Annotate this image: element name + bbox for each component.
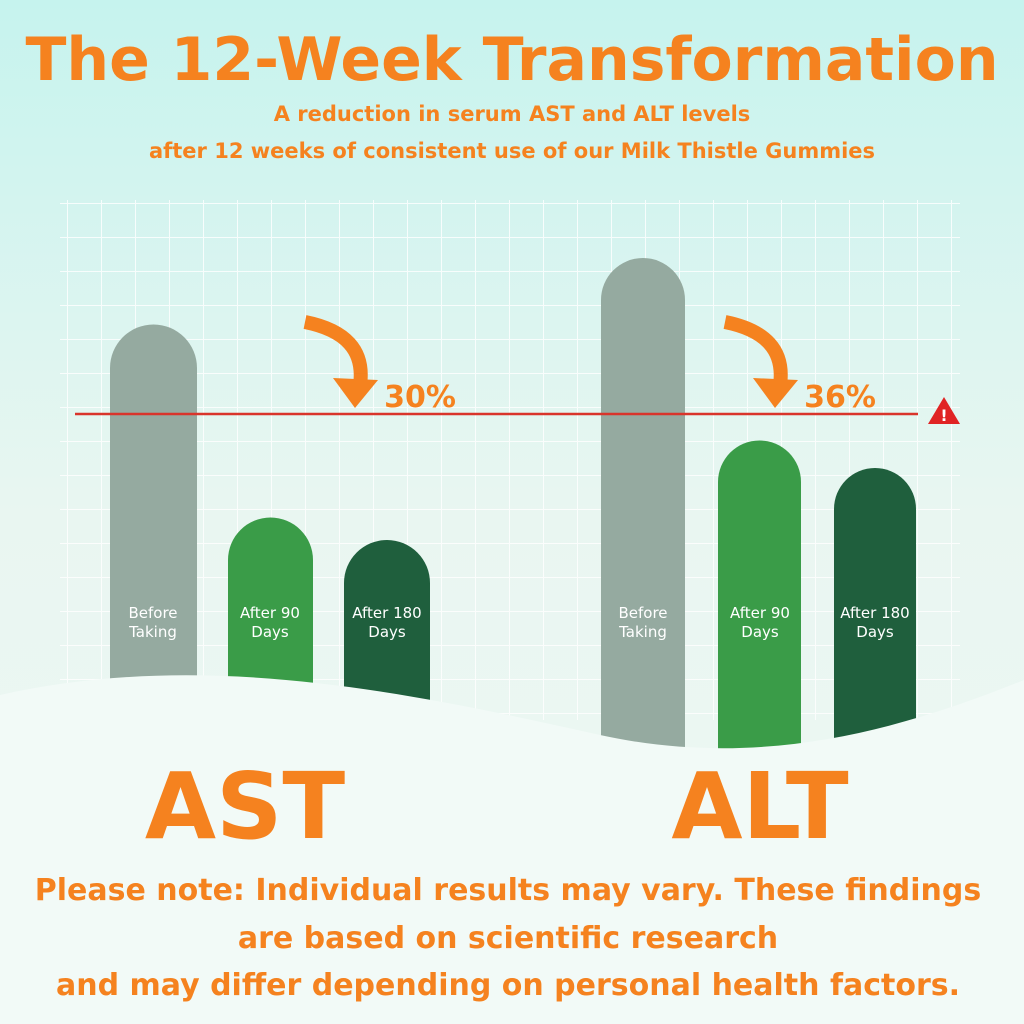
bar-label: Taking xyxy=(618,623,667,641)
bar xyxy=(344,540,430,700)
reduction-label: 36% xyxy=(804,380,876,415)
bar-label: Before xyxy=(128,604,177,622)
note-line: and may differ depending on personal hea… xyxy=(56,968,960,1003)
bar-label: Days xyxy=(856,623,894,641)
bar xyxy=(110,324,197,700)
subtitle: A reduction in serum AST and ALT levels xyxy=(274,102,751,126)
bar-label: After 180 xyxy=(352,604,421,622)
arrow-head xyxy=(753,378,798,408)
bar-label: Days xyxy=(368,623,406,641)
bar-label: Days xyxy=(251,623,289,641)
bar-label: After 90 xyxy=(240,604,300,622)
bar-label: Taking xyxy=(128,623,177,641)
bar xyxy=(834,468,916,750)
bar-label: Before xyxy=(618,604,667,622)
title: The 12-Week Transformation xyxy=(25,25,998,95)
arrow-head xyxy=(333,378,378,408)
bar-label: After 90 xyxy=(730,604,790,622)
grid xyxy=(60,200,960,720)
subtitle: after 12 weeks of consistent use of our … xyxy=(149,139,875,163)
wave xyxy=(0,675,1024,1024)
note-line: Please note: Individual results may vary… xyxy=(35,873,981,908)
bar-label: Days xyxy=(741,623,779,641)
reduction-label: 30% xyxy=(384,380,456,415)
bar xyxy=(228,517,313,700)
bar-label: After 180 xyxy=(840,604,909,622)
bar xyxy=(601,258,685,750)
note-line: are based on scientific research xyxy=(238,921,778,956)
panel-label: AST xyxy=(145,753,345,860)
arrow xyxy=(303,315,368,386)
warning-mark: ! xyxy=(940,406,947,425)
bar xyxy=(718,440,801,750)
warning-icon xyxy=(928,397,960,424)
arrow xyxy=(723,315,788,386)
panel-label: ALT xyxy=(671,753,849,860)
